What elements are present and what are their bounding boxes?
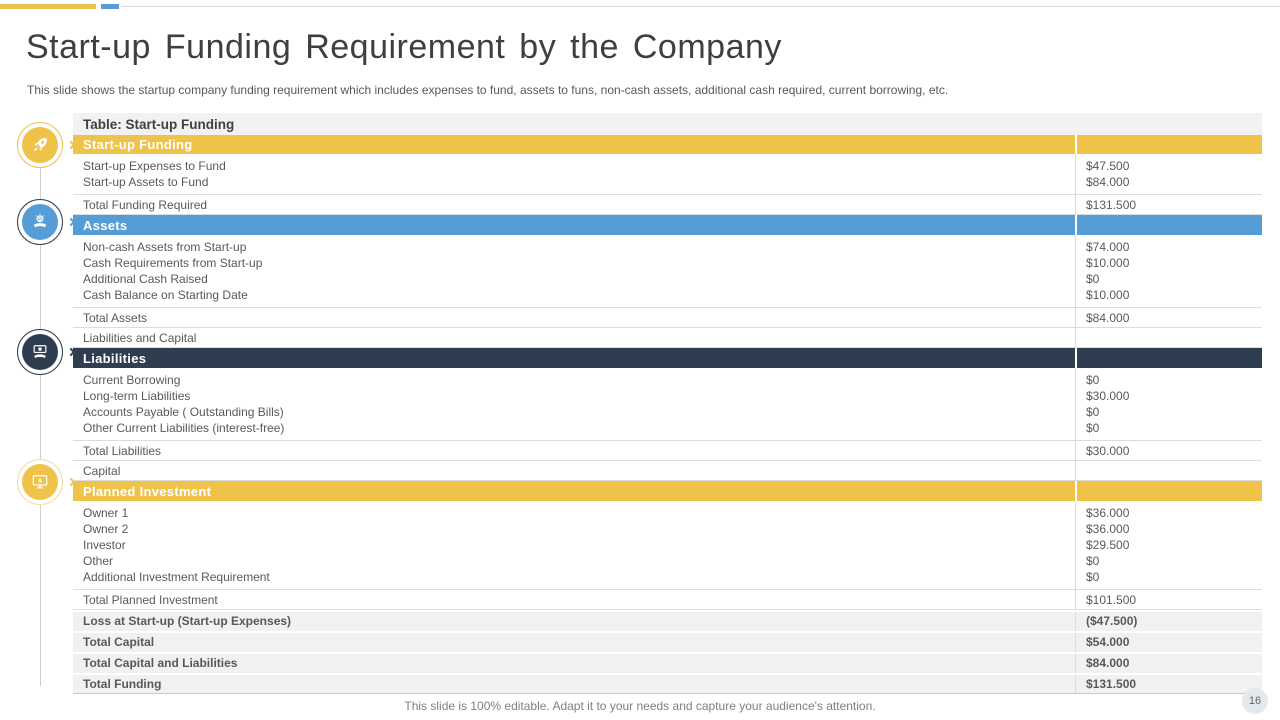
rows-group: Start-up Expenses to Fund Start-up Asset… xyxy=(73,154,1262,195)
row-label: Accounts Payable ( Outstanding Bills) xyxy=(83,405,284,419)
section-header-value-cell xyxy=(1075,481,1262,501)
total-value: $101.500 xyxy=(1075,590,1262,609)
row-label: Other xyxy=(83,554,114,568)
page-title: Start-up Funding Requirement by the Comp… xyxy=(26,28,782,66)
summary-label: Total Capital and Liabilities xyxy=(83,656,238,670)
rows-group: Current Borrowing Long-term Liabilities … xyxy=(73,368,1262,441)
summary-row-total-capital: Total Capital $54.000 xyxy=(73,633,1262,652)
row-value: $10.000 xyxy=(1086,256,1130,270)
total-label: Total Funding Required xyxy=(83,198,208,212)
subcaption-row: Liabilities and Capital xyxy=(73,328,1262,348)
subcaption-value xyxy=(1075,328,1262,347)
investment-hands-icon: $ xyxy=(22,204,58,240)
row-label: Additional Investment Requirement xyxy=(83,570,270,584)
summary-value: $54.000 xyxy=(1075,633,1262,652)
rocket-icon xyxy=(22,127,58,163)
row-value: $0 xyxy=(1086,554,1100,568)
icon-connector-line xyxy=(40,145,41,686)
row-value: $0 xyxy=(1086,570,1100,584)
row-value: $36.000 xyxy=(1086,506,1130,520)
online-payment-icon: $ xyxy=(22,464,58,500)
row-label: Owner 1 xyxy=(83,506,129,520)
total-value: $30.000 xyxy=(1075,441,1262,460)
summary-row-loss-at-startup: Loss at Start-up (Start-up Expenses) ($4… xyxy=(73,612,1262,631)
row-label: Long-term Liabilities xyxy=(83,389,191,403)
total-label: Total Planned Investment xyxy=(83,593,218,607)
row-label: Owner 2 xyxy=(83,522,129,536)
section-title: Assets xyxy=(83,217,128,233)
row-label: Other Current Liabilities (interest-free… xyxy=(83,421,285,435)
rows-group: Owner 1 Owner 2 Investor Other Additiona… xyxy=(73,501,1262,590)
row-value: $74.000 xyxy=(1086,240,1130,254)
accent-rule xyxy=(122,6,1280,7)
subcaption-label: Liabilities and Capital xyxy=(83,331,197,345)
row-value: $47.500 xyxy=(1086,159,1130,173)
total-value: $131.500 xyxy=(1075,195,1262,214)
summary-value: ($47.500) xyxy=(1075,612,1262,631)
summary-label: Total Funding xyxy=(83,677,162,691)
section-header-startup-funding: Start-up Funding xyxy=(73,135,1262,154)
row-label: Cash Balance on Starting Date xyxy=(83,288,248,302)
summary-value: $131.500 xyxy=(1075,675,1262,693)
summary-row-total-funding: Total Funding $131.500 xyxy=(73,675,1262,694)
icon-node-liabilities xyxy=(17,329,76,375)
subcaption-label: Capital xyxy=(83,464,121,478)
summary-value: $84.000 xyxy=(1075,654,1262,673)
row-label: Investor xyxy=(83,538,126,552)
row-value: $29.500 xyxy=(1086,538,1130,552)
row-label: Start-up Assets to Fund xyxy=(83,175,209,189)
section-header-liabilities: Liabilities xyxy=(73,348,1262,368)
summary-label: Total Capital xyxy=(83,635,155,649)
editable-note: This slide is 100% editable. Adapt it to… xyxy=(404,699,876,713)
page-number-badge: 16 xyxy=(1242,688,1268,714)
table-caption: Table: Start-up Funding xyxy=(73,113,1262,135)
section-title: Liabilities xyxy=(83,350,147,366)
row-value: $36.000 xyxy=(1086,522,1130,536)
total-value: $84.000 xyxy=(1075,308,1262,327)
startup-funding-table: Table: Start-up Funding Start-up Funding… xyxy=(73,113,1262,694)
accent-bar-blue xyxy=(101,4,119,9)
page-subtitle: This slide shows the startup company fun… xyxy=(27,83,949,97)
section-header-assets: Assets xyxy=(73,215,1262,235)
row-value: $0 xyxy=(1086,373,1100,387)
subcaption-value xyxy=(1075,461,1262,480)
section-header-value-cell xyxy=(1075,348,1262,368)
section-header-value-cell xyxy=(1075,135,1262,154)
summary-row-total-capital-liabilities: Total Capital and Liabilities $84.000 xyxy=(73,654,1262,673)
row-label: Cash Requirements from Start-up xyxy=(83,256,263,270)
section-header-planned-investment: Planned Investment xyxy=(73,481,1262,501)
icon-node-startup-funding xyxy=(17,122,76,168)
row-value: $84.000 xyxy=(1086,175,1130,189)
icon-node-planned-investment: $ xyxy=(17,459,76,505)
summary-label: Loss at Start-up (Start-up Expenses) xyxy=(83,614,292,628)
row-label: Non-cash Assets from Start-up xyxy=(83,240,247,254)
section-title: Planned Investment xyxy=(83,483,212,499)
row-label: Additional Cash Raised xyxy=(83,272,208,286)
svg-text:$: $ xyxy=(38,479,42,485)
total-label: Total Liabilities xyxy=(83,444,162,458)
subcaption-row: Capital xyxy=(73,461,1262,481)
total-row: Total Assets $84.000 xyxy=(73,308,1262,328)
section-header-value-cell xyxy=(1075,215,1262,235)
icon-node-assets: $ xyxy=(17,199,76,245)
row-value: $0 xyxy=(1086,421,1100,435)
total-row: Total Funding Required $131.500 xyxy=(73,195,1262,215)
row-label: Current Borrowing xyxy=(83,373,181,387)
row-value: $30.000 xyxy=(1086,389,1130,403)
cash-in-hand-icon xyxy=(22,334,58,370)
total-row: Total Planned Investment $101.500 xyxy=(73,590,1262,610)
row-label: Start-up Expenses to Fund xyxy=(83,159,226,173)
rows-group: Non-cash Assets from Start-up Cash Requi… xyxy=(73,235,1262,308)
svg-text:$: $ xyxy=(38,217,42,223)
total-label: Total Assets xyxy=(83,311,148,325)
row-value: $0 xyxy=(1086,405,1100,419)
row-value: $0 xyxy=(1086,272,1100,286)
section-title: Start-up Funding xyxy=(83,137,193,152)
total-row: Total Liabilities $30.000 xyxy=(73,441,1262,461)
accent-bar-yellow xyxy=(0,4,96,9)
row-value: $10.000 xyxy=(1086,288,1130,302)
